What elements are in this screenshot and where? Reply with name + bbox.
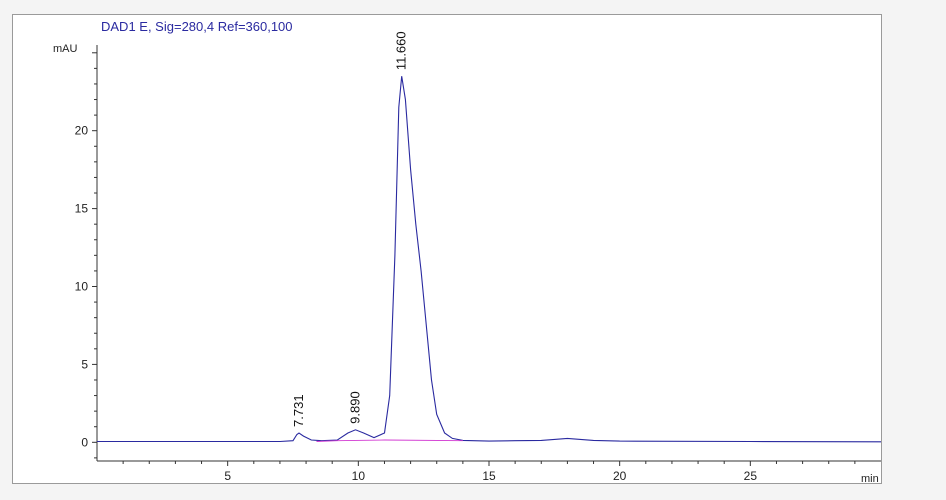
x-ticks: 5 10 15 20 25 [122, 461, 856, 483]
y-tick-label: 15 [75, 202, 89, 216]
x-tick-label: 25 [744, 469, 758, 483]
x-tick-label: 15 [482, 469, 496, 483]
chromatogram-chart: DAD1 E, Sig=280,4 Ref=360,100 mAU min 5 1… [53, 19, 881, 483]
baseline-trace [316, 439, 463, 442]
peak-labels: 7.731 9.890 11.660 [291, 31, 409, 427]
y-tick-label: 10 [75, 279, 89, 293]
x-axis-label: min [861, 473, 879, 483]
x-tick-label: 20 [613, 469, 627, 483]
peak-label: 9.890 [347, 391, 362, 424]
series-lines [97, 76, 881, 443]
axes [96, 45, 881, 462]
chart-frame: DAD1 E, Sig=280,4 Ref=360,100 mAU min 5 1… [12, 14, 882, 484]
x-tick-label: 10 [352, 469, 366, 483]
peak-label: 11.660 [394, 31, 409, 70]
peak-label: 7.731 [291, 394, 306, 427]
y-tick-label: 5 [81, 357, 88, 371]
y-tick-label: 20 [75, 124, 89, 138]
x-tick-label: 5 [224, 469, 231, 483]
signal-trace [97, 76, 881, 443]
chart-title: DAD1 E, Sig=280,4 Ref=360,100 [101, 19, 293, 34]
y-tick-label: 0 [81, 435, 88, 449]
y-axis-label: mAU [53, 43, 78, 55]
y-ticks: 0 5 10 15 20 [75, 52, 97, 459]
